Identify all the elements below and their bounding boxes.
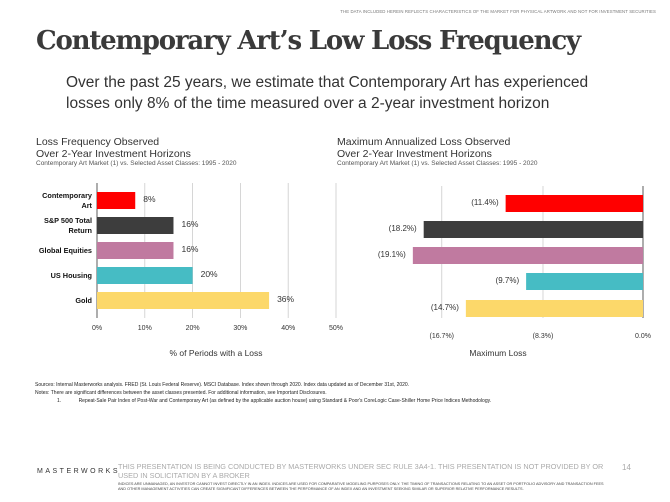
page-title: Contemporary Art’s Low Loss Frequency bbox=[36, 26, 581, 56]
left-bar bbox=[97, 192, 136, 209]
left-chart-heading: Loss Frequency Observed Over 2-Year Inve… bbox=[36, 136, 237, 167]
notes-text: Notes: There are significant differences… bbox=[35, 390, 327, 396]
right-chart-subtitle: Contemporary Art Market (1) vs. Selected… bbox=[337, 160, 538, 167]
right-bar bbox=[526, 273, 643, 290]
left-data-label: 36% bbox=[277, 294, 294, 304]
left-category-label: Gold bbox=[75, 296, 92, 305]
footnote: 1. Repeat-Sale Pair Index of Post-War an… bbox=[35, 397, 655, 405]
right-xtick-label: 0.0% bbox=[635, 333, 651, 340]
left-xaxis-title: % of Periods with a Loss bbox=[169, 348, 262, 358]
footnote-number: 1. bbox=[57, 398, 62, 404]
right-bar bbox=[465, 300, 643, 317]
right-chart-title-line2: Over 2-Year Investment Horizons bbox=[337, 148, 492, 160]
left-chart-subtitle: Contemporary Art Market (1) vs. Selected… bbox=[36, 160, 237, 167]
page-subtitle: Over the past 25 years, we estimate that… bbox=[66, 74, 589, 112]
right-chart-title-line1: Maximum Annualized Loss Observed bbox=[337, 136, 511, 148]
sources-notes: Sources: Internal Masterworks analysis. … bbox=[35, 381, 655, 405]
left-bar bbox=[97, 217, 174, 234]
right-data-label: (18.2%) bbox=[389, 224, 417, 233]
top-disclaimer-note: THE DATA INCLUDED HEREIN REFLECTS CHARAC… bbox=[340, 9, 656, 14]
left-data-label: 16% bbox=[181, 219, 198, 229]
footnote-text: Repeat-Sale Pair Index of Post-War and C… bbox=[78, 398, 492, 404]
right-xtick-label: (16.7%) bbox=[430, 333, 455, 340]
left-category-label: US Housing bbox=[51, 271, 92, 280]
left-chart-title-line2: Over 2-Year Investment Horizons bbox=[36, 148, 191, 160]
left-xtick-label: 0% bbox=[92, 325, 102, 332]
right-xaxis-title: Maximum Loss bbox=[469, 348, 526, 358]
left-data-label: 8% bbox=[143, 194, 156, 204]
masterworks-logo: MASTERWORKS bbox=[37, 468, 120, 475]
footer-disclaimer-main: THIS PRESENTATION IS BEING CONDUCTED BY … bbox=[118, 462, 604, 480]
right-data-label: (14.7%) bbox=[431, 303, 459, 312]
right-bar bbox=[505, 195, 643, 212]
right-bar bbox=[423, 221, 643, 238]
right-data-label: (11.4%) bbox=[471, 198, 499, 207]
right-data-label: (9.7%) bbox=[496, 276, 520, 285]
left-category-label: Art bbox=[81, 201, 92, 210]
left-chart-title-line1: Loss Frequency Observed bbox=[36, 136, 160, 148]
left-bar bbox=[97, 292, 270, 309]
footer-disclaimer-small: INDICES ARE UNMANAGED, AN INVESTOR CANNO… bbox=[118, 482, 604, 491]
right-xtick-label: (8.3%) bbox=[533, 333, 554, 340]
left-xtick-label: 10% bbox=[138, 325, 152, 332]
sources-text: Sources: Internal Masterworks analysis. … bbox=[35, 382, 410, 388]
right-chart-heading: Maximum Annualized Loss Observed Over 2-… bbox=[337, 136, 538, 167]
left-data-label: 20% bbox=[201, 269, 218, 279]
left-xtick-label: 20% bbox=[186, 325, 200, 332]
left-xtick-label: 50% bbox=[329, 325, 343, 332]
left-xtick-label: 40% bbox=[281, 325, 295, 332]
left-category-label: S&P 500 Total bbox=[44, 216, 92, 225]
left-category-label: Return bbox=[68, 226, 92, 235]
page-number: 14 bbox=[622, 463, 631, 472]
left-bar bbox=[97, 242, 174, 259]
left-category-label: Contemporary bbox=[42, 191, 93, 200]
left-bar bbox=[97, 267, 193, 284]
right-data-label: (19.1%) bbox=[378, 250, 406, 259]
left-xtick-label: 30% bbox=[233, 325, 247, 332]
left-category-label: Global Equities bbox=[39, 246, 92, 255]
right-bar bbox=[412, 247, 643, 264]
left-data-label: 16% bbox=[181, 244, 198, 254]
